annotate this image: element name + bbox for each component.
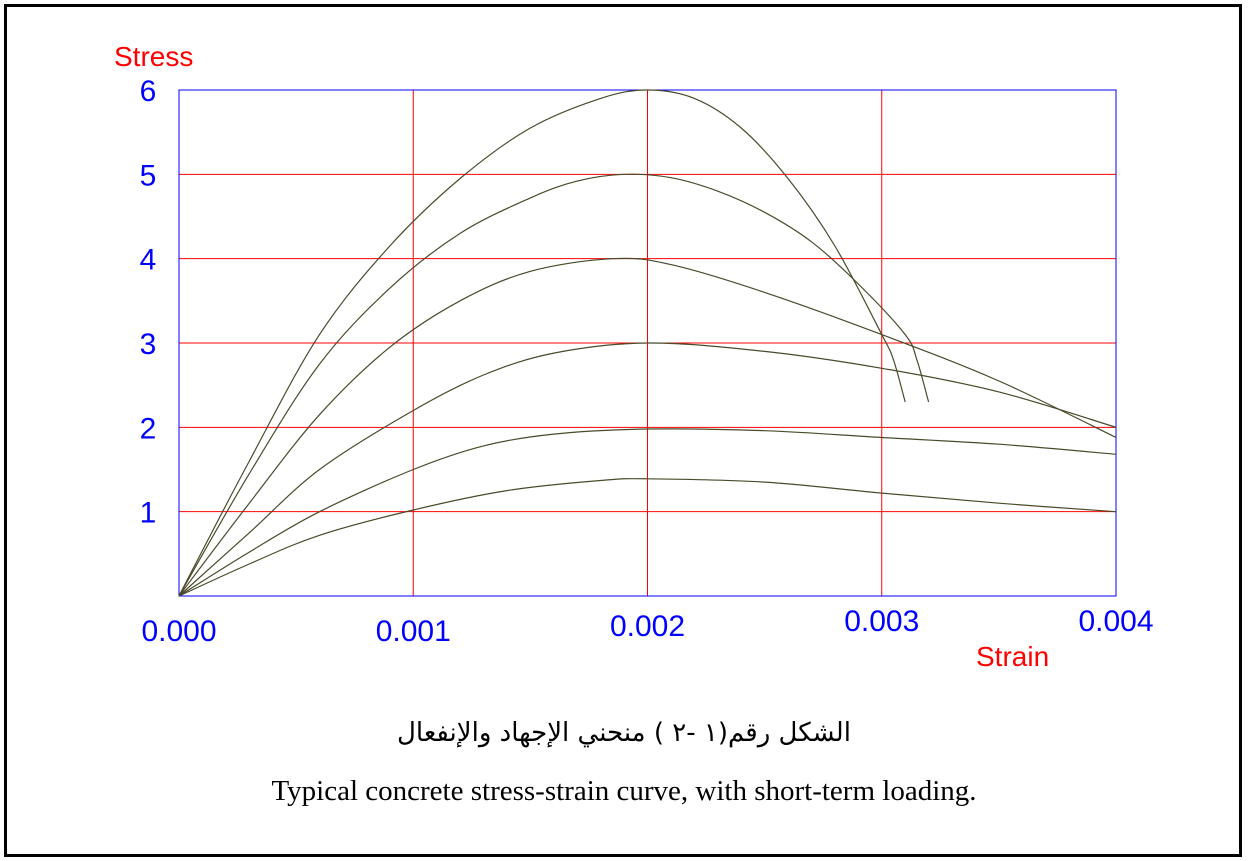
y-axis-title: Stress [114, 41, 193, 72]
x-tick-label: 0.001 [376, 615, 451, 648]
curves [178, 89, 1117, 597]
stress-strain-curve [178, 342, 1117, 597]
y-tick-label: 1 [140, 497, 157, 530]
figure-frame [4, 4, 1242, 857]
x-tick-label: 0.002 [610, 610, 685, 643]
x-axis-title: Strain [976, 641, 1049, 672]
y-tick-label: 4 [140, 244, 157, 277]
y-tick-label: 6 [140, 75, 157, 108]
y-tick-label: 3 [140, 328, 157, 361]
x-tick-label: 0.000 [141, 615, 216, 648]
caption-arabic: الشكل رقم(١ -٢ ) منحني الإجهاد والإنفعال [397, 718, 851, 748]
y-tick-labels: 1 2 3 4 5 6 [140, 75, 157, 530]
x-tick-label: 0.004 [1078, 605, 1153, 638]
stress-strain-curve [178, 89, 906, 597]
stress-strain-curve [178, 428, 1117, 597]
stress-strain-curve [178, 257, 1117, 597]
y-tick-label: 2 [140, 412, 157, 445]
x-tick-label: 0.003 [844, 605, 919, 638]
y-tick-label: 5 [140, 159, 157, 192]
stress-strain-curve [178, 173, 930, 597]
caption-english: Typical concrete stress-strain curve, wi… [271, 775, 977, 807]
stress-strain-curve [178, 478, 1117, 597]
x-tick-labels: 0.000 0.001 0.002 0.003 0.004 [141, 605, 1153, 648]
